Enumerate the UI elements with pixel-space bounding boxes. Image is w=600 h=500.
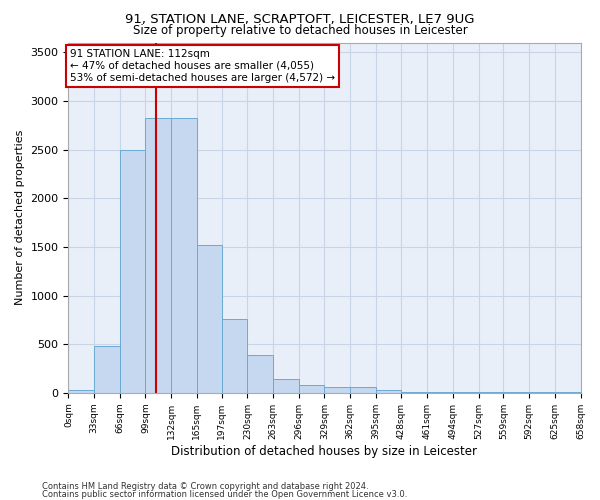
- Bar: [94, 346, 120, 393]
- Bar: [145, 118, 171, 393]
- Text: Contains public sector information licensed under the Open Government Licence v3: Contains public sector information licen…: [42, 490, 407, 499]
- Bar: [171, 118, 197, 393]
- Text: 91 STATION LANE: 112sqm
← 47% of detached houses are smaller (4,055)
53% of semi: 91 STATION LANE: 112sqm ← 47% of detache…: [70, 50, 335, 82]
- Bar: [222, 319, 247, 393]
- Bar: [120, 150, 145, 393]
- X-axis label: Distribution of detached houses by size in Leicester: Distribution of detached houses by size …: [172, 444, 478, 458]
- Bar: [350, 387, 376, 393]
- Bar: [197, 245, 222, 393]
- Y-axis label: Number of detached properties: Number of detached properties: [15, 130, 25, 306]
- Bar: [247, 355, 273, 393]
- Bar: [325, 387, 350, 393]
- Text: Size of property relative to detached houses in Leicester: Size of property relative to detached ho…: [133, 24, 467, 37]
- Bar: [299, 385, 325, 393]
- Bar: [68, 390, 94, 393]
- Bar: [273, 378, 299, 393]
- Text: 91, STATION LANE, SCRAPTOFT, LEICESTER, LE7 9UG: 91, STATION LANE, SCRAPTOFT, LEICESTER, …: [125, 12, 475, 26]
- Text: Contains HM Land Registry data © Crown copyright and database right 2024.: Contains HM Land Registry data © Crown c…: [42, 482, 368, 491]
- Bar: [376, 390, 401, 393]
